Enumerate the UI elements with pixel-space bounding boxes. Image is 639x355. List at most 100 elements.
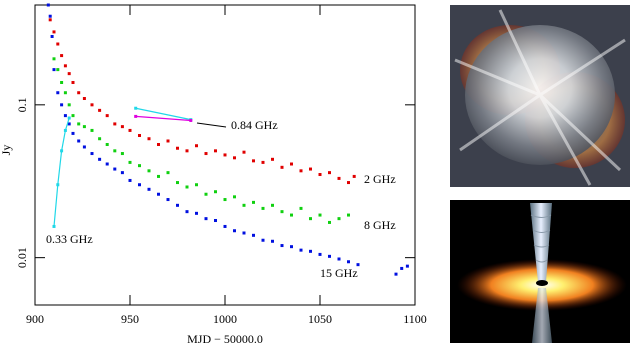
data-point	[299, 248, 303, 252]
data-point	[204, 152, 208, 156]
data-point	[138, 183, 141, 187]
data-point	[52, 68, 56, 72]
data-point	[185, 210, 189, 214]
data-point	[252, 200, 255, 204]
data-point	[242, 150, 246, 154]
data-point	[166, 198, 170, 202]
data-point	[185, 185, 189, 189]
data-point	[147, 187, 151, 191]
data-point	[189, 118, 193, 122]
data-point	[176, 203, 179, 207]
data-point	[299, 169, 303, 173]
data-point	[347, 260, 350, 264]
data-point	[166, 139, 170, 143]
data-point	[271, 203, 274, 207]
data-point	[52, 30, 56, 34]
data-point	[318, 252, 322, 256]
data-point	[56, 183, 60, 187]
data-point	[261, 206, 265, 210]
data-point	[347, 213, 350, 217]
series-label: 2 GHz	[364, 172, 396, 186]
series-label: 0.84 GHz	[231, 118, 278, 132]
data-point	[90, 128, 94, 132]
data-point	[77, 139, 81, 143]
data-point	[63, 114, 67, 118]
data-point	[157, 192, 160, 196]
data-point	[105, 143, 109, 147]
data-point	[60, 103, 64, 107]
data-point	[128, 128, 132, 132]
data-point	[67, 72, 71, 76]
data-point	[280, 165, 284, 169]
series-line	[135, 115, 191, 122]
data-point	[223, 198, 227, 202]
series-line	[135, 107, 191, 121]
y-axis-label: Jy	[0, 145, 13, 156]
jet-image	[450, 200, 630, 343]
data-point	[138, 133, 141, 137]
data-point	[48, 14, 52, 18]
data-point	[56, 91, 60, 95]
data-point	[176, 146, 179, 150]
data-point	[63, 128, 67, 132]
data-point	[318, 213, 322, 217]
data-point	[261, 238, 265, 242]
data-point	[271, 157, 274, 161]
data-point	[48, 18, 52, 22]
data-point	[147, 169, 151, 173]
data-point	[337, 176, 341, 180]
data-point	[394, 272, 398, 276]
data-point	[113, 122, 117, 126]
data-point	[120, 171, 124, 175]
data-point	[328, 254, 331, 258]
data-point	[77, 122, 81, 126]
data-point	[261, 160, 265, 164]
data-point	[147, 137, 151, 141]
data-point	[204, 192, 208, 196]
data-point	[337, 257, 341, 261]
data-point	[337, 217, 341, 221]
data-point	[233, 229, 236, 233]
data-point	[318, 173, 322, 177]
data-point	[242, 203, 246, 207]
data-point	[56, 42, 60, 46]
data-point	[252, 159, 255, 163]
data-point	[195, 211, 198, 215]
data-point	[71, 114, 75, 118]
x-tick-label: 950	[121, 312, 139, 326]
data-point	[233, 156, 236, 160]
data-point	[63, 91, 67, 95]
data-point	[98, 137, 102, 141]
data-point	[98, 108, 102, 112]
data-point	[290, 213, 293, 217]
x-axis-label: MJD − 50000.0	[187, 332, 263, 346]
data-point	[309, 167, 312, 171]
data-point	[105, 162, 109, 166]
data-point	[134, 106, 138, 110]
data-point	[90, 152, 94, 156]
series-label: 8 GHz	[364, 218, 396, 232]
data-point	[77, 91, 81, 95]
x-tick-label: 1100	[403, 312, 427, 326]
data-point	[60, 80, 64, 84]
series-line	[53, 117, 70, 227]
data-point	[328, 171, 331, 175]
data-point	[195, 183, 198, 187]
data-point	[290, 162, 293, 166]
x-tick-label: 900	[26, 312, 44, 326]
series-label: 15 GHz	[320, 266, 358, 280]
supernova-image	[450, 5, 630, 187]
data-point	[60, 149, 64, 153]
data-point	[128, 160, 132, 164]
data-point	[56, 68, 60, 72]
data-point	[157, 174, 160, 178]
data-point	[71, 131, 75, 135]
data-point	[46, 3, 50, 7]
data-point	[60, 54, 64, 58]
data-point	[128, 178, 132, 182]
data-point	[223, 224, 227, 228]
data-point	[63, 64, 67, 68]
data-point	[271, 239, 274, 243]
data-point	[214, 219, 217, 223]
data-point	[280, 244, 284, 248]
